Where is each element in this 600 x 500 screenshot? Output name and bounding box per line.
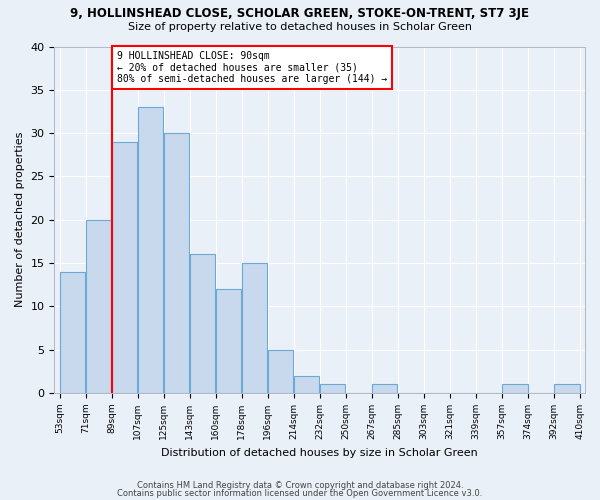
Y-axis label: Number of detached properties: Number of detached properties	[15, 132, 25, 308]
Text: Size of property relative to detached houses in Scholar Green: Size of property relative to detached ho…	[128, 22, 472, 32]
Text: Contains public sector information licensed under the Open Government Licence v3: Contains public sector information licen…	[118, 488, 482, 498]
Bar	[86, 220, 112, 393]
Bar	[138, 107, 163, 393]
X-axis label: Distribution of detached houses by size in Scholar Green: Distribution of detached houses by size …	[161, 448, 478, 458]
Bar	[112, 142, 137, 393]
Bar	[242, 263, 268, 393]
Bar	[60, 272, 85, 393]
Text: 9, HOLLINSHEAD CLOSE, SCHOLAR GREEN, STOKE-ON-TRENT, ST7 3JE: 9, HOLLINSHEAD CLOSE, SCHOLAR GREEN, STO…	[71, 8, 530, 20]
Bar	[320, 384, 346, 393]
Bar	[372, 384, 397, 393]
Bar	[216, 289, 241, 393]
Bar	[502, 384, 527, 393]
Bar	[294, 376, 319, 393]
Bar	[164, 133, 190, 393]
Bar	[190, 254, 215, 393]
Text: 9 HOLLINSHEAD CLOSE: 90sqm
← 20% of detached houses are smaller (35)
80% of semi: 9 HOLLINSHEAD CLOSE: 90sqm ← 20% of deta…	[117, 51, 387, 84]
Text: Contains HM Land Registry data © Crown copyright and database right 2024.: Contains HM Land Registry data © Crown c…	[137, 481, 463, 490]
Bar	[268, 350, 293, 393]
Bar	[554, 384, 580, 393]
